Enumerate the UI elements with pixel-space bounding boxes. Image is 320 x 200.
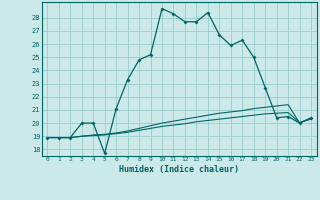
X-axis label: Humidex (Indice chaleur): Humidex (Indice chaleur) xyxy=(119,165,239,174)
